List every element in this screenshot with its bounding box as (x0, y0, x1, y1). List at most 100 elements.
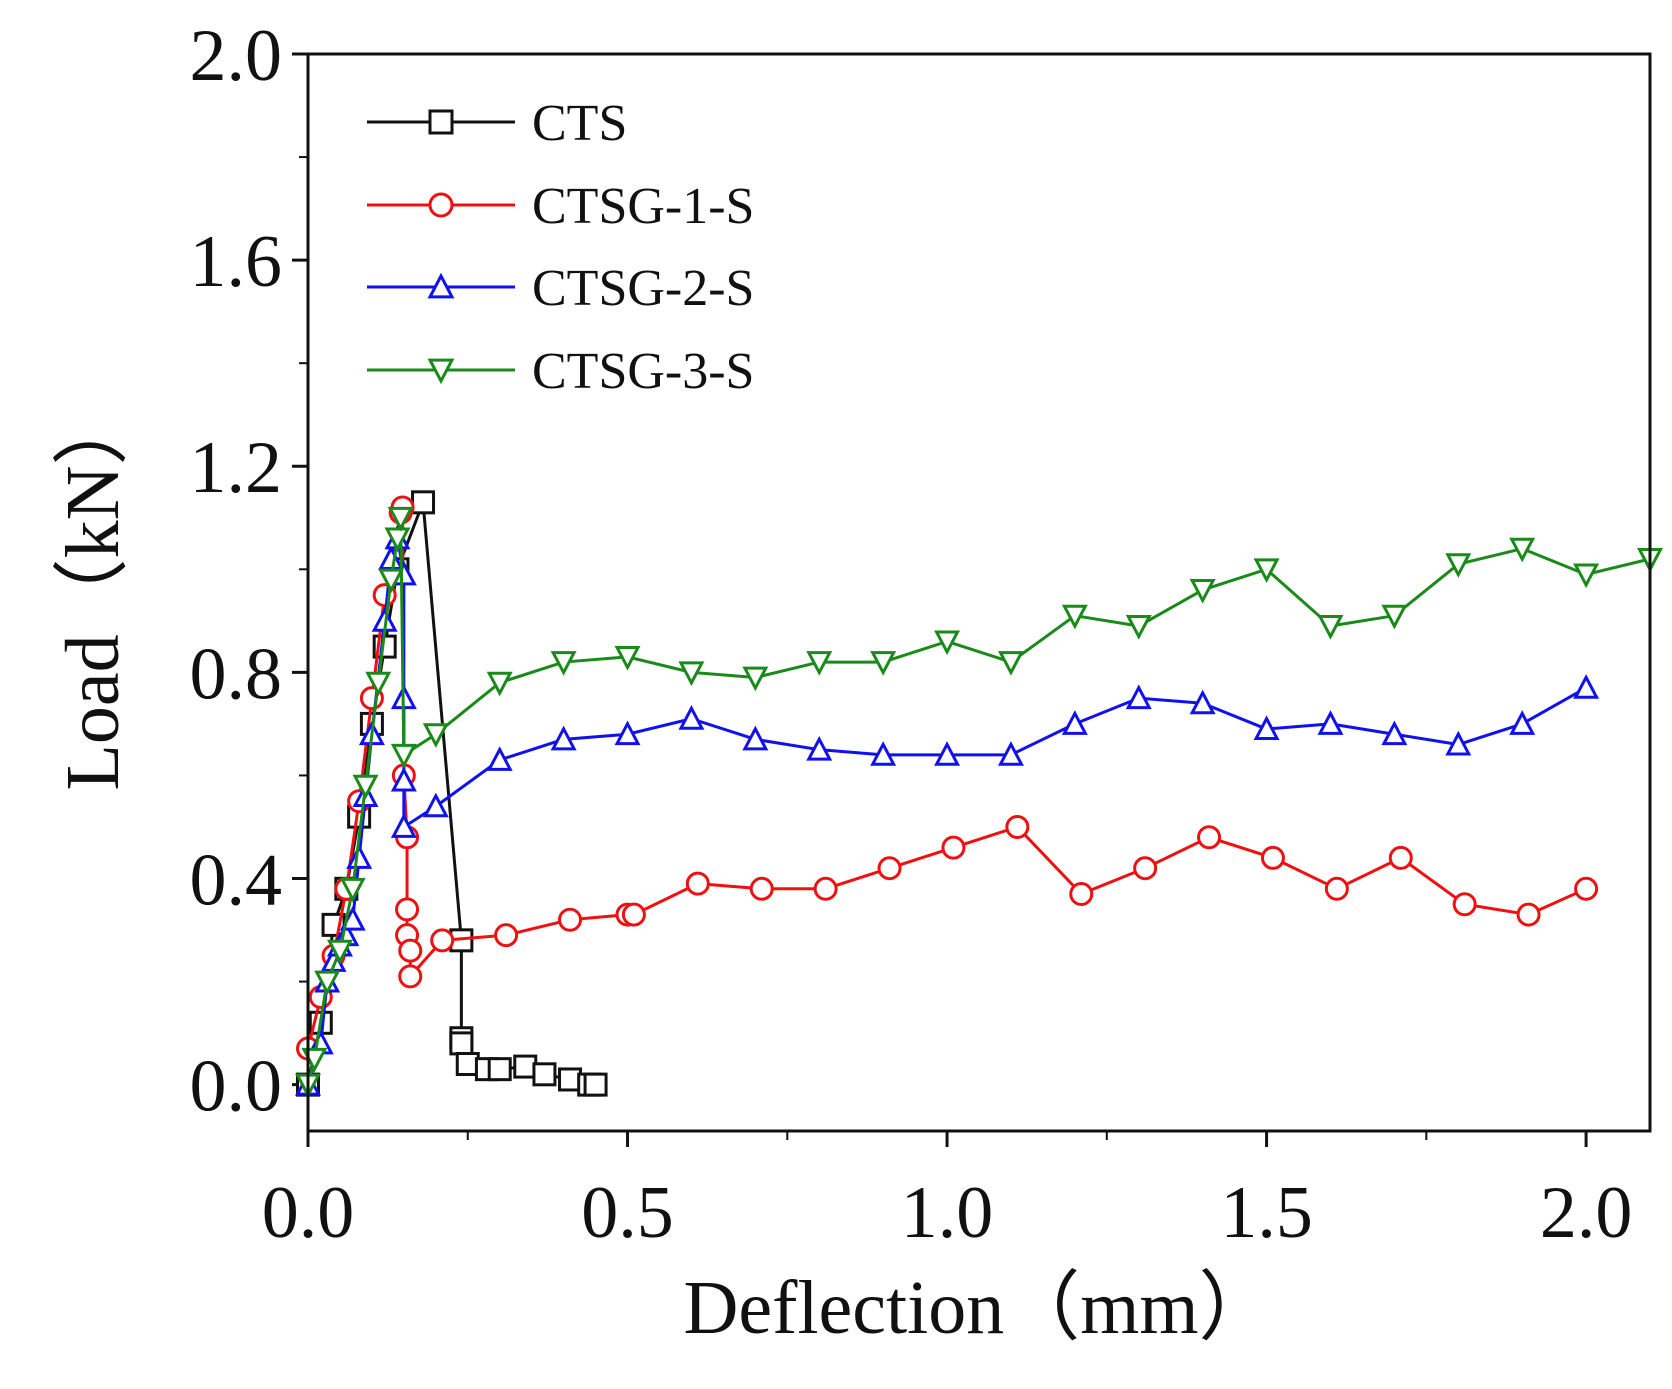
data-point-ctsg-1-s (941, 835, 966, 860)
data-point-ctsg-3-s (339, 877, 366, 903)
data-point-ctsg-3-s (1445, 553, 1472, 578)
data-point-ctsg-3-s (387, 506, 414, 532)
data-point-ctsg-1-s (1574, 876, 1599, 901)
data-point-ctsg-3-s (1189, 578, 1216, 604)
y-tick-label: 1.2 (190, 427, 283, 509)
data-point-ctsg-3-s (1381, 604, 1408, 630)
data-point-ctsg-3-s (678, 661, 705, 687)
legend-item-ctsg-2-s: CTSG-2-S (367, 260, 754, 317)
legend: CTS CTSG-1-S CTSG-2-S CTSG-3-S (367, 95, 754, 400)
data-point-cts (583, 1072, 608, 1097)
data-point-ctsg-3-s (934, 630, 961, 656)
legend-item-ctsg-1-s: CTSG-1-S (367, 178, 754, 235)
data-point-ctsg-3-s (390, 743, 417, 769)
data-point-ctsg-2-s (997, 741, 1024, 766)
legend-marker (427, 358, 455, 385)
data-point-ctsg-3-s (365, 671, 392, 697)
data-point-ctsg-1-s (621, 902, 646, 927)
data-point-ctsg-1-s (813, 876, 838, 901)
data-point-ctsg-2-s (1125, 684, 1152, 710)
data-point-ctsg-2-s (678, 705, 705, 730)
plot-frame (306, 52, 1652, 1133)
data-point-ctsg-1-s (395, 897, 420, 922)
x-tick-label: 0.5 (581, 1172, 674, 1254)
series-ctsg-3-s (295, 506, 1663, 1099)
series-layer (295, 490, 1663, 1099)
x-tick-label: 1.0 (901, 1172, 994, 1254)
data-point-ctsg-1-s (749, 876, 774, 901)
data-point-ctsg-1-s (1133, 856, 1158, 881)
legend-marker (428, 109, 454, 135)
data-point-ctsg-3-s (742, 666, 769, 692)
data-point-ctsg-2-s (390, 813, 417, 838)
y-tick-labels: 0.0 0.4 0.8 1.2 1.6 2.0 (190, 15, 283, 1128)
y-tick-label: 0.8 (190, 633, 283, 715)
y-axis-title: Load（kN） (51, 389, 135, 790)
data-point-ctsg-3-s (384, 527, 411, 553)
x-axis-title: Deflection（mm） (684, 1266, 1275, 1350)
data-point-ctsg-2-s (1573, 674, 1600, 699)
legend-label: CTSG-3-S (532, 343, 754, 400)
data-point-ctsg-3-s (1253, 558, 1280, 584)
data-point-ctsg-1-s (398, 938, 423, 963)
data-point-ctsg-2-s (1381, 720, 1408, 746)
data-point-ctsg-1-s (1324, 876, 1349, 901)
data-point-ctsg-2-s (1509, 710, 1536, 735)
data-point-ctsg-2-s (486, 746, 513, 771)
legend-item-ctsg-3-s: CTSG-3-S (367, 343, 754, 400)
data-point-ctsg-2-s (1445, 730, 1472, 756)
data-point-ctsg-3-s (378, 568, 405, 594)
legend-item-cts: CTS (367, 95, 627, 152)
legend-label: CTS (532, 95, 627, 152)
legend-label: CTSG-2-S (532, 260, 754, 317)
data-point-ctsg-2-s (422, 792, 449, 818)
data-point-ctsg-1-s (685, 871, 710, 896)
data-point-cts (411, 490, 436, 515)
y-tick-label: 2.0 (190, 15, 283, 97)
legend-label: CTSG-1-S (532, 178, 754, 235)
data-point-ctsg-2-s (1061, 710, 1088, 735)
data-point-ctsg-1-s (494, 923, 519, 948)
data-point-ctsg-3-s (314, 970, 341, 996)
data-point-ctsg-3-s (1317, 615, 1344, 640)
data-point-ctsg-3-s (486, 671, 513, 697)
data-point-ctsg-2-s (1253, 715, 1280, 741)
data-point-ctsg-1-s (1005, 814, 1030, 839)
data-point-ctsg-1-s (558, 907, 583, 932)
data-point-ctsg-2-s (378, 545, 405, 570)
data-point-ctsg-3-s (422, 723, 449, 748)
y-tick-label: 0.0 (190, 1046, 283, 1128)
data-point-ctsg-2-s (550, 725, 577, 751)
data-point-ctsg-2-s (934, 741, 961, 766)
data-point-cts (487, 1057, 512, 1082)
data-point-ctsg-2-s (742, 725, 769, 751)
data-point-ctsg-1-s (430, 928, 455, 953)
x-tick-labels: 0.0 0.5 1.0 1.5 2.0 (262, 1172, 1633, 1254)
data-point-ctsg-3-s (1509, 537, 1536, 563)
data-point-ctsg-3-s (997, 651, 1024, 676)
data-point-ctsg-1-s (1260, 845, 1285, 870)
data-point-cts (449, 1031, 474, 1056)
data-point-ctsg-2-s (806, 735, 833, 761)
data-point-ctsg-1-s (398, 964, 423, 989)
data-point-ctsg-3-s (352, 774, 379, 800)
legend-marker (428, 192, 454, 218)
data-point-ctsg-3-s (1573, 563, 1600, 589)
data-point-ctsg-2-s (1189, 689, 1216, 715)
data-point-ctsg-2-s (346, 844, 373, 869)
legend-marker (427, 272, 455, 299)
x-tick-label: 0.0 (262, 1172, 355, 1254)
x-tick-label: 2.0 (1540, 1172, 1633, 1254)
data-point-ctsg-3-s (550, 651, 577, 676)
data-point-ctsg-2-s (390, 766, 417, 792)
y-tick-label: 1.6 (190, 221, 283, 303)
y-tick-label: 0.4 (190, 839, 283, 921)
data-point-ctsg-2-s (870, 741, 897, 766)
data-point-ctsg-3-s (806, 651, 833, 676)
data-point-cts (532, 1062, 557, 1087)
data-point-ctsg-3-s (614, 645, 641, 671)
data-point-ctsg-2-s (614, 720, 641, 746)
data-point-ctsg-1-s (1197, 825, 1222, 850)
